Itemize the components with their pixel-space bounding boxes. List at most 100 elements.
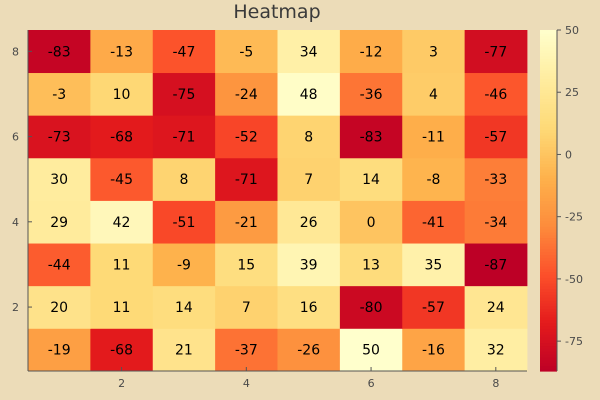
heatmap-cell: [339, 72, 403, 116]
colorbar-strip: [540, 132, 557, 136]
colorbar-strip: [540, 265, 557, 270]
heatmap-cell-value: -71: [173, 130, 196, 146]
colorbar-strip: [540, 206, 557, 210]
heatmap-cell-value: 13: [362, 257, 380, 273]
heatmap-cell-value: 8: [179, 172, 188, 188]
heatmap-cell: [152, 200, 216, 244]
colorbar-tick-label: -75: [565, 335, 583, 348]
colorbar-strip: [540, 38, 557, 42]
colorbar-strip: [540, 339, 557, 344]
colorbar-strip: [540, 268, 557, 273]
colorbar-strip: [540, 336, 557, 341]
heatmap-cell: [464, 30, 528, 74]
colorbar-strip: [540, 348, 557, 352]
colorbar-strip: [540, 30, 557, 34]
heatmap-cell: [464, 115, 528, 159]
heatmap-cell-value: -45: [110, 172, 133, 188]
colorbar-strip: [540, 112, 557, 116]
colorbar-strip: [540, 78, 557, 82]
colorbar-strip: [540, 277, 557, 281]
heatmap-cell: [402, 157, 466, 201]
heatmap-cell: [90, 30, 154, 74]
heatmap-cell: [402, 243, 466, 287]
colorbar-strip: [540, 322, 557, 327]
colorbar-strip: [540, 174, 557, 179]
colorbar-strip: [540, 101, 557, 105]
colorbar-strip: [540, 58, 557, 62]
colorbar-strip: [540, 285, 557, 290]
colorbar-strip: [540, 317, 557, 321]
colorbar-strip: [540, 271, 557, 275]
heatmap-cell-value: -46: [484, 87, 507, 103]
colorbar-strip: [540, 203, 557, 207]
heatmap-cell: [464, 285, 528, 329]
colorbar-strip: [540, 359, 557, 364]
heatmap-cell-value: -9: [177, 257, 191, 273]
heatmap-cell-value: -52: [235, 130, 258, 146]
heatmap-cell: [28, 285, 91, 329]
colorbar-strip: [540, 135, 557, 139]
heatmap-cell-value: -19: [48, 343, 71, 359]
colorbar-tick-label: 0: [565, 148, 572, 161]
heatmap-cell-value: -47: [173, 44, 196, 60]
colorbar-strip: [540, 146, 557, 150]
colorbar-strip: [540, 180, 557, 185]
heatmap-cell: [152, 30, 216, 74]
heatmap-cell: [28, 115, 91, 159]
heatmap-cell: [152, 243, 216, 287]
heatmap-cell-value: 3: [429, 44, 438, 60]
heatmap-cell-value: -68: [110, 130, 133, 146]
colorbar-strip: [540, 118, 557, 122]
heatmap-cell-value: -83: [48, 44, 71, 60]
colorbar-strip: [540, 209, 557, 213]
colorbar-strip: [540, 160, 557, 165]
heatmap-cell: [28, 200, 91, 244]
heatmap-cell-value: -33: [484, 172, 507, 188]
colorbar-strip: [540, 66, 557, 71]
heatmap-cell-value: -71: [235, 172, 258, 188]
heatmap-cell: [90, 157, 154, 201]
colorbar-strip: [540, 189, 557, 193]
heatmap-cell: [152, 115, 216, 159]
colorbar-strip: [540, 86, 557, 91]
heatmap-cell-value: 35: [425, 257, 443, 273]
colorbar-strip: [540, 137, 557, 142]
heatmap-cell: [402, 115, 466, 159]
colorbar-strip: [540, 81, 557, 85]
heatmap-cell-value: -12: [360, 44, 383, 60]
heatmap-cell: [464, 200, 528, 244]
heatmap-cell: [90, 243, 154, 287]
colorbar-strip: [540, 248, 557, 253]
colorbar-strip: [540, 302, 557, 307]
heatmap-cell: [215, 72, 278, 116]
colorbar-strip: [540, 32, 557, 37]
x-tick-label: 8: [492, 377, 499, 390]
heatmap-cell-value: 39: [300, 257, 318, 273]
heatmap-cell: [402, 328, 466, 372]
colorbar-strip: [540, 163, 557, 167]
colorbar-strip: [540, 92, 557, 96]
colorbar-strip: [540, 49, 557, 54]
heatmap-cell: [277, 72, 341, 116]
heatmap-cell: [339, 243, 403, 287]
colorbar-strip: [540, 328, 557, 332]
heatmap-cell: [215, 200, 278, 244]
heatmap-cell-value: -77: [484, 44, 507, 60]
heatmap-cell: [277, 115, 341, 159]
colorbar-strip: [540, 72, 557, 77]
colorbar-strip: [540, 274, 557, 278]
colorbar-strip: [540, 299, 557, 304]
colorbar-strip: [540, 64, 557, 68]
colorbar-strip: [540, 172, 557, 176]
heatmap-cell: [339, 157, 403, 201]
heatmap-cell-value: -21: [235, 215, 258, 231]
heatmap-cell-value: 0: [367, 215, 376, 231]
heatmap-cell: [277, 243, 341, 287]
heatmap-cell: [339, 115, 403, 159]
heatmap-cell-value: -41: [422, 215, 445, 231]
heatmap-cell-value: 48: [300, 87, 318, 103]
heatmap-cell: [152, 157, 216, 201]
colorbar-strip: [540, 228, 557, 233]
colorbar-strip: [540, 52, 557, 57]
